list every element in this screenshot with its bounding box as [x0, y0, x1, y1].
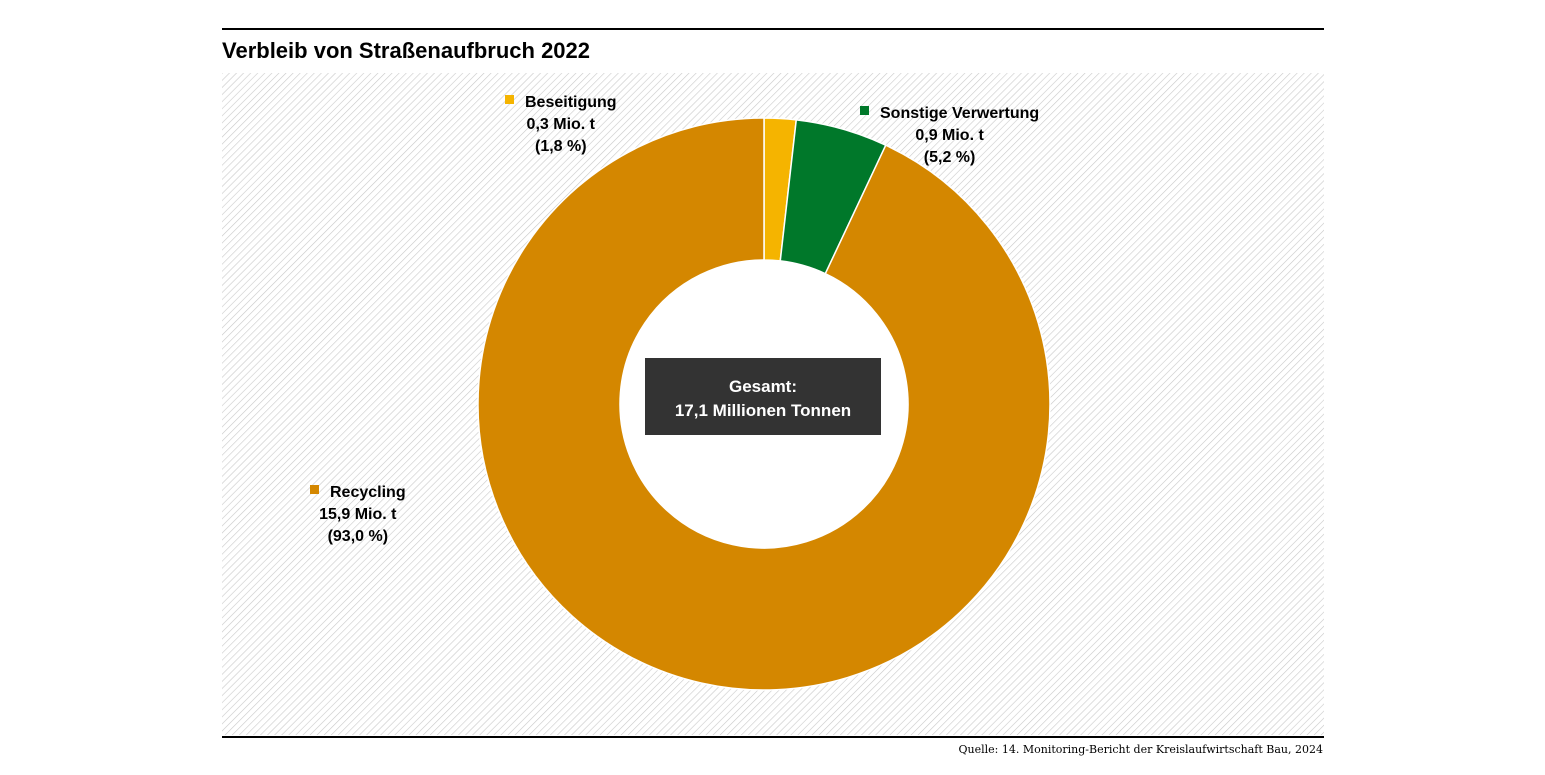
slice-value-beseitigung: 0,3 Mio. t — [526, 116, 595, 133]
label-sonstige-verwertung: Sonstige Verwertung 0,9 Mio. t (5,2 %) — [860, 103, 1039, 169]
swatch-sonstige-verwertung — [860, 106, 869, 115]
plot-area: Beseitigung 0,3 Mio. t (1,8 %) Sonstige … — [222, 73, 1324, 735]
slice-name-sonstige-verwertung: Sonstige Verwertung — [880, 105, 1040, 122]
label-beseitigung: Beseitigung 0,3 Mio. t (1,8 %) — [505, 92, 617, 158]
total-label-line2: 17,1 Millionen Tonnen — [674, 401, 852, 420]
source-note: Quelle: 14. Monitoring-Bericht der Kreis… — [958, 743, 1323, 756]
chart-title: Verbleib von Straßenaufbruch 2022 — [222, 38, 591, 63]
total-label-line1: Gesamt: — [728, 377, 798, 396]
slice-percent-recycling: (93,0 %) — [327, 528, 389, 545]
bottom-rule — [222, 736, 1324, 738]
top-rule — [222, 28, 1324, 30]
swatch-beseitigung — [505, 95, 514, 104]
slice-name-recycling: Recycling — [330, 484, 406, 501]
swatch-recycling — [310, 485, 319, 494]
slice-recycling — [477, 117, 1051, 691]
label-recycling: Recycling 15,9 Mio. t (93,0 %) — [310, 482, 406, 548]
slice-name-beseitigung: Beseitigung — [525, 94, 617, 111]
slice-value-recycling: 15,9 Mio. t — [319, 506, 397, 523]
slice-percent-beseitigung: (1,8 %) — [534, 138, 587, 155]
slice-percent-sonstige-verwertung: (5,2 %) — [923, 149, 976, 166]
slice-value-sonstige-verwertung: 0,9 Mio. t — [915, 127, 984, 144]
total-label-box: Gesamt: 17,1 Millionen Tonnen — [645, 358, 881, 435]
